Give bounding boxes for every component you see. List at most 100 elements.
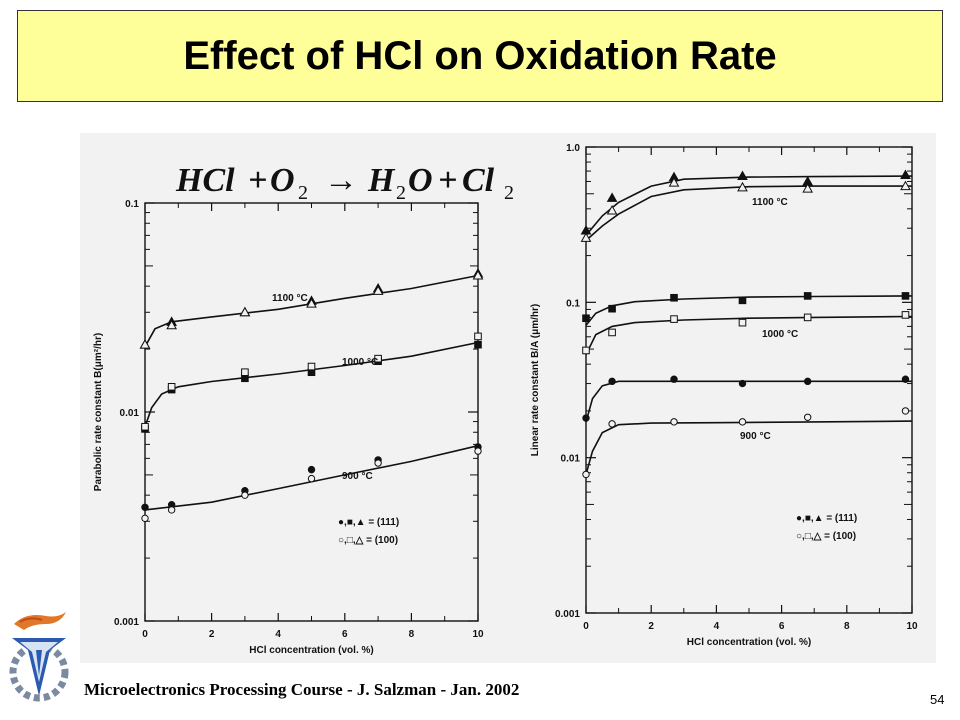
curve-label: 1000 °C [762,329,798,340]
x-tick-label: 10 [472,629,484,640]
legend-entry: ○,□,△ = (100) [338,535,398,546]
x-tick-label: 8 [844,621,850,632]
data-point-triangle [900,169,911,180]
x-axis-label: HCl concentration (vol. %) [249,645,373,656]
equation-plus-1: + [248,162,267,199]
data-point-square [901,311,910,319]
data-point-circle [307,474,316,483]
data-point-circle [167,506,176,514]
legend-entry: ○,□,△ = (100) [796,531,856,542]
curve-label: 900 °C [740,431,771,442]
data-point-circle [738,379,747,388]
figure-panel: HCl + O 2 → H 2 O + Cl 2 0.1 0.01 0.001 0 2 4… [80,133,936,663]
y-tick-label: 0.01 [120,408,140,419]
page-number: 54 [930,692,945,707]
data-point-square [374,354,382,363]
equation-cl: Cl [462,162,495,199]
fit-curve [585,420,913,475]
data-point-circle [141,503,149,511]
data-point-circle [374,459,382,467]
institution-logo [9,612,69,702]
equation-cl-sub: 2 [504,182,514,204]
data-point-square [803,292,812,300]
data-point-circle [582,414,590,422]
x-tick-label: 8 [409,629,415,640]
equation-h-sub: 2 [396,182,406,204]
y-axis-label: Parabolic rate constant B(μm²/hr) [93,333,104,491]
data-point-circle [474,447,482,455]
data-point-circle [738,418,747,426]
x-tick-label: 6 [342,629,348,640]
y-tick-label: 0.1 [125,199,139,210]
x-tick-label: 2 [648,621,654,632]
data-point-square [670,293,678,302]
data-point-triangle [737,181,748,192]
fit-curve [144,274,479,348]
data-point-circle [241,491,249,499]
y-axis-label: Linear rate constant B/A (μm/hr) [530,304,541,456]
curve-label: 1100 °C [752,197,788,208]
data-point-square [167,383,176,391]
data-point-circle [307,465,316,474]
data-point-square [241,368,249,377]
fit-curve [585,175,913,236]
fit-curve [585,380,912,423]
data-point-circle [803,377,812,386]
y-tick-label: 0.001 [114,617,139,628]
curve-label: 1100 °C [272,293,308,304]
data-point-circle [803,413,812,421]
x-tick-label: 2 [209,629,215,640]
data-point-triangle [737,170,748,181]
data-point-square [474,340,482,349]
y-tick-label: 0.1 [566,298,580,309]
data-point-triangle [668,177,680,187]
data-point-triangle [472,269,484,280]
data-point-circle [901,407,910,415]
data-point-triangle [166,319,177,330]
data-point-triangle [802,183,814,193]
data-point-square [307,362,316,371]
data-point-square [738,318,747,327]
fit-curve [144,341,479,428]
x-tick-label: 4 [714,621,720,632]
data-point-circle [608,420,616,428]
data-point-triangle [606,205,618,215]
equation-arrow: → [324,162,358,199]
data-point-square [608,304,616,313]
data-point-circle [670,375,678,383]
equation-o2: O [408,162,433,199]
equation-o-sub: 2 [298,182,308,204]
y-tick-label: 0.001 [555,609,580,620]
equation-o: O [270,162,295,199]
x-tick-label: 0 [583,621,589,632]
x-tick-label: 6 [779,621,785,632]
data-point-circle [141,514,149,523]
data-point-square [582,314,590,323]
data-point-circle [582,470,590,479]
data-point-square [141,422,149,431]
x-axis-label: HCl concentration (vol. %) [687,637,811,648]
data-point-triangle [606,192,618,202]
data-point-triangle [306,298,317,308]
data-point-circle [670,418,678,426]
fit-curve [585,185,912,242]
legend-entry: ●,■,▲ = (111) [796,513,857,524]
data-point-triangle [580,232,592,242]
data-point-triangle [239,306,251,317]
equation-h: H [367,162,396,199]
x-tick-label: 10 [906,621,918,632]
data-point-square [582,346,590,355]
legend-entry: ●,■,▲ = (111) [338,517,399,528]
fit-curve [585,295,913,326]
data-point-triangle [900,180,911,191]
slide-title: Effect of HCl on Oxidation Rate [183,33,777,78]
data-point-square [803,313,812,322]
equation-hcl: HCl [175,162,235,199]
footer-text: Microelectronics Processing Course - J. … [84,680,520,699]
curve-label: 1000 °C [342,357,378,368]
data-point-triangle [372,285,384,295]
fit-curve [585,315,913,356]
